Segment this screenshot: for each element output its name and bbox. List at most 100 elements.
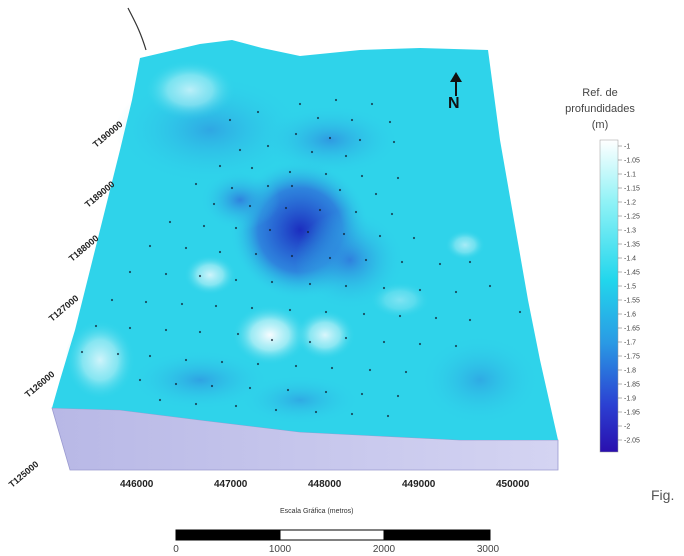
survey-point (194, 182, 198, 186)
survey-point (382, 286, 386, 290)
legend-tick-label: -2 (624, 424, 630, 431)
surface-shading (65, 60, 540, 425)
legend-tick-label: -1.9 (624, 396, 636, 403)
survey-point (230, 186, 234, 190)
legend-title-line: (m) (592, 119, 609, 131)
survey-point (148, 354, 152, 358)
survey-point (398, 314, 402, 318)
survey-point (308, 340, 312, 344)
survey-point (198, 330, 202, 334)
survey-point (290, 254, 294, 258)
survey-point (180, 302, 184, 306)
survey-point (306, 230, 310, 234)
legend-tick-label: -1 (624, 144, 630, 151)
legend: Ref. de profundidades (m) -1 -1.05 -1.1 -1.… (565, 87, 640, 453)
survey-point (342, 232, 346, 236)
survey-point (194, 402, 198, 406)
legend-tick-label: -2.05 (624, 438, 640, 445)
survey-point (254, 252, 258, 256)
survey-point (374, 192, 378, 196)
north-arrow: N (448, 72, 462, 112)
survey-point (286, 388, 290, 392)
survey-point (334, 98, 338, 102)
survey-point (250, 166, 254, 170)
river-line (127, 7, 147, 51)
survey-point (290, 184, 294, 188)
survey-point (316, 116, 320, 120)
legend-tick-label: -1.5 (624, 284, 636, 291)
y-tick: T126000 (23, 369, 57, 399)
survey-point (404, 370, 408, 374)
survey-point (210, 384, 214, 388)
x-axis-ticks: 446000 447000 448000 449000 450000 (120, 479, 530, 490)
survey-point (328, 256, 332, 260)
legend-tick-label: -1.7 (624, 340, 636, 347)
survey-point (128, 326, 132, 330)
y-tick: T125000 (7, 459, 41, 489)
x-tick: 448000 (308, 479, 342, 490)
survey-point (338, 188, 342, 192)
survey-point (396, 176, 400, 180)
survey-point (324, 172, 328, 176)
x-tick: 447000 (214, 479, 248, 490)
survey-point (248, 386, 252, 390)
survey-point (324, 390, 328, 394)
survey-point (184, 246, 188, 250)
survey-point (128, 270, 132, 274)
survey-point (148, 244, 152, 248)
survey-point (362, 312, 366, 316)
north-label: N (448, 95, 460, 112)
survey-point (468, 318, 472, 322)
survey-point (454, 344, 458, 348)
survey-point (360, 174, 364, 178)
survey-point (324, 310, 328, 314)
survey-point (434, 316, 438, 320)
survey-point (400, 260, 404, 264)
survey-point (248, 204, 252, 208)
survey-points (80, 98, 522, 418)
survey-point (274, 408, 278, 412)
survey-point (270, 338, 274, 342)
survey-point (94, 324, 98, 328)
survey-point (350, 118, 354, 122)
survey-point (158, 398, 162, 402)
scale-label: 0 (173, 544, 179, 555)
survey-point (214, 304, 218, 308)
survey-point (110, 298, 114, 302)
survey-point (344, 284, 348, 288)
survey-point (174, 382, 178, 386)
survey-point (518, 310, 522, 314)
survey-point (468, 260, 472, 264)
survey-point (308, 282, 312, 286)
survey-point (318, 208, 322, 212)
legend-tick-label: -1.35 (624, 242, 640, 249)
survey-point (330, 366, 334, 370)
survey-point (138, 378, 142, 382)
survey-point (298, 102, 302, 106)
legend-color-bar (599, 139, 619, 453)
survey-point (358, 138, 362, 142)
survey-point (294, 364, 298, 368)
survey-point (250, 306, 254, 310)
survey-point (396, 394, 400, 398)
scale-label: 3000 (477, 544, 500, 555)
scale-label: 1000 (269, 544, 292, 555)
survey-point (234, 278, 238, 282)
survey-point (270, 280, 274, 284)
legend-tick-label: -1.75 (624, 354, 640, 361)
survey-point (218, 250, 222, 254)
legend-tick-label: -1.65 (624, 326, 640, 333)
survey-point (266, 144, 270, 148)
survey-point (488, 284, 492, 288)
survey-point (386, 414, 390, 418)
survey-point (220, 360, 224, 364)
survey-point (382, 340, 386, 344)
legend-ticks: -1 -1.05 -1.1 -1.15 -1.2 -1.25 -1.3 -1.35 -1.4 -1… (618, 144, 640, 445)
survey-point (344, 154, 348, 158)
survey-point (268, 228, 272, 232)
survey-point (360, 392, 364, 396)
survey-point (354, 210, 358, 214)
x-tick: 450000 (496, 479, 530, 490)
survey-point (388, 120, 392, 124)
